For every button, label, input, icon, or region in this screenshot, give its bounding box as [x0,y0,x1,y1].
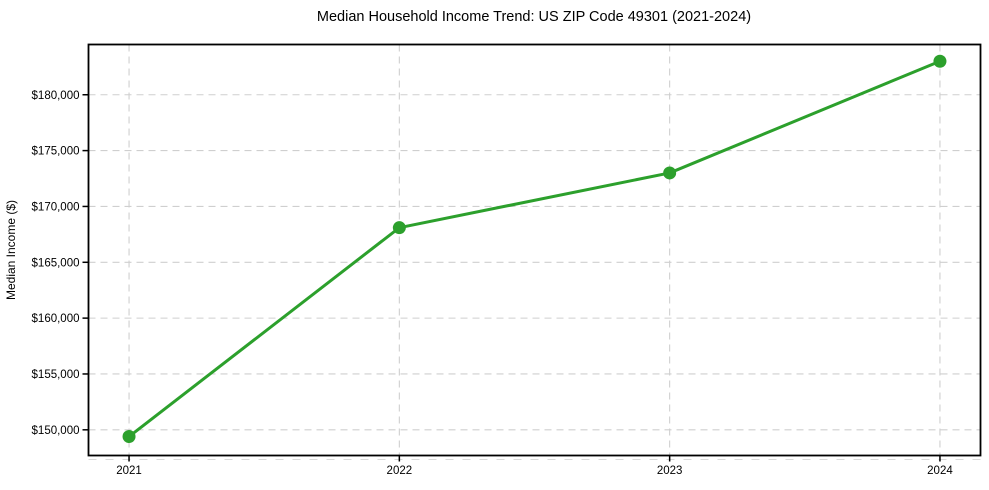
data-point-2023 [663,166,677,180]
x-tick-label-2024: 2024 [927,465,953,477]
x-tick-label-2021: 2021 [116,465,142,477]
plot-border [87,43,982,457]
y-tick-label-155000: $155,000 [32,369,80,381]
chart-title: Median Household Income Trend: US ZIP Co… [317,9,751,25]
x-tick-label-2023: 2023 [657,465,683,477]
y-tick-label-165000: $165,000 [32,257,80,269]
data-point-2024 [933,54,947,68]
y-tick-label-170000: $170,000 [32,201,80,213]
data-point-2021 [122,430,136,444]
y-tick-label-150000: $150,000 [32,425,80,437]
y-tick-label-175000: $175,000 [32,146,80,158]
axes-layer: $150,000 $155,000 $160,000 $165,000 $170,000… [32,43,982,477]
gridlines-layer [88,44,981,461]
y-tick-label-160000: $160,000 [32,313,80,325]
series-layer [122,54,947,444]
data-point-2022 [392,221,406,235]
y-tick-label-180000: $180,000 [32,90,80,102]
x-tick-label-2022: 2022 [387,465,413,477]
income-trend-line [127,59,942,439]
y-axis-label: Median Income ($) [4,200,18,300]
